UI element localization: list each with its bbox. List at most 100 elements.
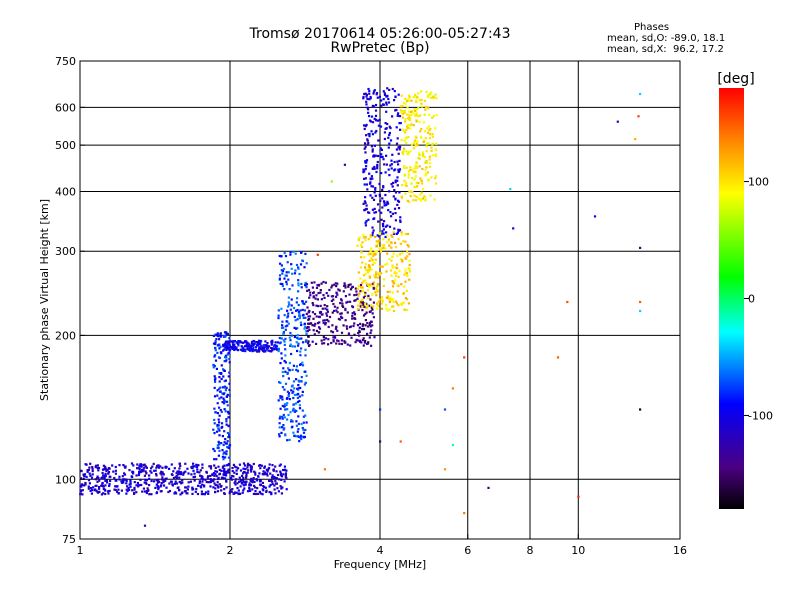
echo-point <box>261 493 264 496</box>
echo-point <box>260 464 263 467</box>
echo-point <box>80 469 83 472</box>
echo-point <box>228 344 231 347</box>
echo-point <box>138 472 141 475</box>
echo-point <box>408 96 411 99</box>
echo-point <box>105 479 108 482</box>
echo-point <box>374 154 377 157</box>
echo-point <box>351 314 354 317</box>
echo-point <box>383 220 386 223</box>
echo-point <box>639 309 642 313</box>
echo-point <box>281 415 284 419</box>
echo-point <box>212 428 215 431</box>
echo-point <box>396 203 399 206</box>
echo-point <box>275 477 278 480</box>
echo-point <box>233 348 236 351</box>
x-axis-label: Frequency [MHz] <box>334 558 426 571</box>
echo-point <box>98 490 101 493</box>
y-tick-label: 600 <box>55 101 76 114</box>
echo-point <box>380 99 383 102</box>
echo-point <box>114 469 117 472</box>
echo-point <box>286 397 289 400</box>
echo-point <box>371 185 375 188</box>
echo-point <box>104 472 107 475</box>
y-tick-label: 400 <box>55 185 76 198</box>
echo-point <box>246 490 250 493</box>
echo-point <box>337 339 340 343</box>
echo-point <box>402 240 405 243</box>
echo-point <box>393 227 396 230</box>
echo-point <box>425 160 428 163</box>
echo-point <box>363 92 366 96</box>
echo-point <box>315 342 318 345</box>
echo-point <box>220 372 223 375</box>
echo-point <box>395 302 399 305</box>
echo-point <box>178 462 181 465</box>
echo-point <box>293 387 296 390</box>
echo-point <box>414 139 417 142</box>
echo-point <box>390 183 393 186</box>
echo-point <box>157 478 160 481</box>
echo-point <box>129 480 132 483</box>
echo-point <box>248 343 251 346</box>
echo-point <box>265 468 268 471</box>
echo-point <box>364 291 367 294</box>
echo-point <box>351 317 354 320</box>
echo-point <box>376 289 380 292</box>
echo-point <box>132 471 135 474</box>
echo-point <box>279 470 282 473</box>
echo-point <box>379 232 382 235</box>
echo-point <box>218 473 221 476</box>
echo-point <box>283 277 286 280</box>
echo-point <box>399 258 403 261</box>
echo-point <box>359 290 362 293</box>
echo-point <box>405 166 408 169</box>
echo-point <box>219 409 222 412</box>
echo-point <box>107 471 111 474</box>
echo-point <box>394 245 398 249</box>
echo-point <box>386 234 389 237</box>
echo-point <box>206 476 209 479</box>
echo-point <box>391 115 394 118</box>
echo-point <box>425 172 428 175</box>
echo-point <box>179 493 182 496</box>
echo-point <box>123 473 127 476</box>
echo-point <box>324 337 327 340</box>
echo-point <box>368 92 371 95</box>
echo-point <box>432 115 435 118</box>
echo-point <box>232 475 235 478</box>
echo-point <box>326 318 329 321</box>
echo-point <box>108 489 111 492</box>
echo-point <box>136 463 139 466</box>
echo-point <box>391 291 394 294</box>
echo-point <box>394 181 397 184</box>
echo-point <box>281 370 284 374</box>
echo-point <box>362 337 365 340</box>
echo-point <box>105 469 108 472</box>
echo-point <box>256 492 260 495</box>
echo-point <box>232 347 236 350</box>
echo-point <box>410 143 413 146</box>
echo-point <box>415 166 418 169</box>
echo-point <box>406 113 409 116</box>
echo-point <box>353 313 357 316</box>
echo-point <box>141 468 144 471</box>
echo-point <box>376 285 379 288</box>
echo-point <box>291 368 294 371</box>
echo-point <box>107 467 110 470</box>
echo-point <box>287 312 290 315</box>
echo-point <box>384 247 387 250</box>
echo-point <box>423 156 426 159</box>
echo-point <box>320 298 323 301</box>
echo-point <box>419 193 422 196</box>
echo-point <box>332 298 335 301</box>
echo-point <box>298 312 301 315</box>
echo-point <box>399 145 402 148</box>
echo-point <box>290 304 293 307</box>
echo-point <box>237 492 240 496</box>
echo-point <box>339 302 342 305</box>
echo-point <box>344 307 347 310</box>
echo-point <box>379 440 382 443</box>
echo-point <box>332 339 335 342</box>
echo-point <box>374 131 377 134</box>
echo-point <box>283 403 287 406</box>
